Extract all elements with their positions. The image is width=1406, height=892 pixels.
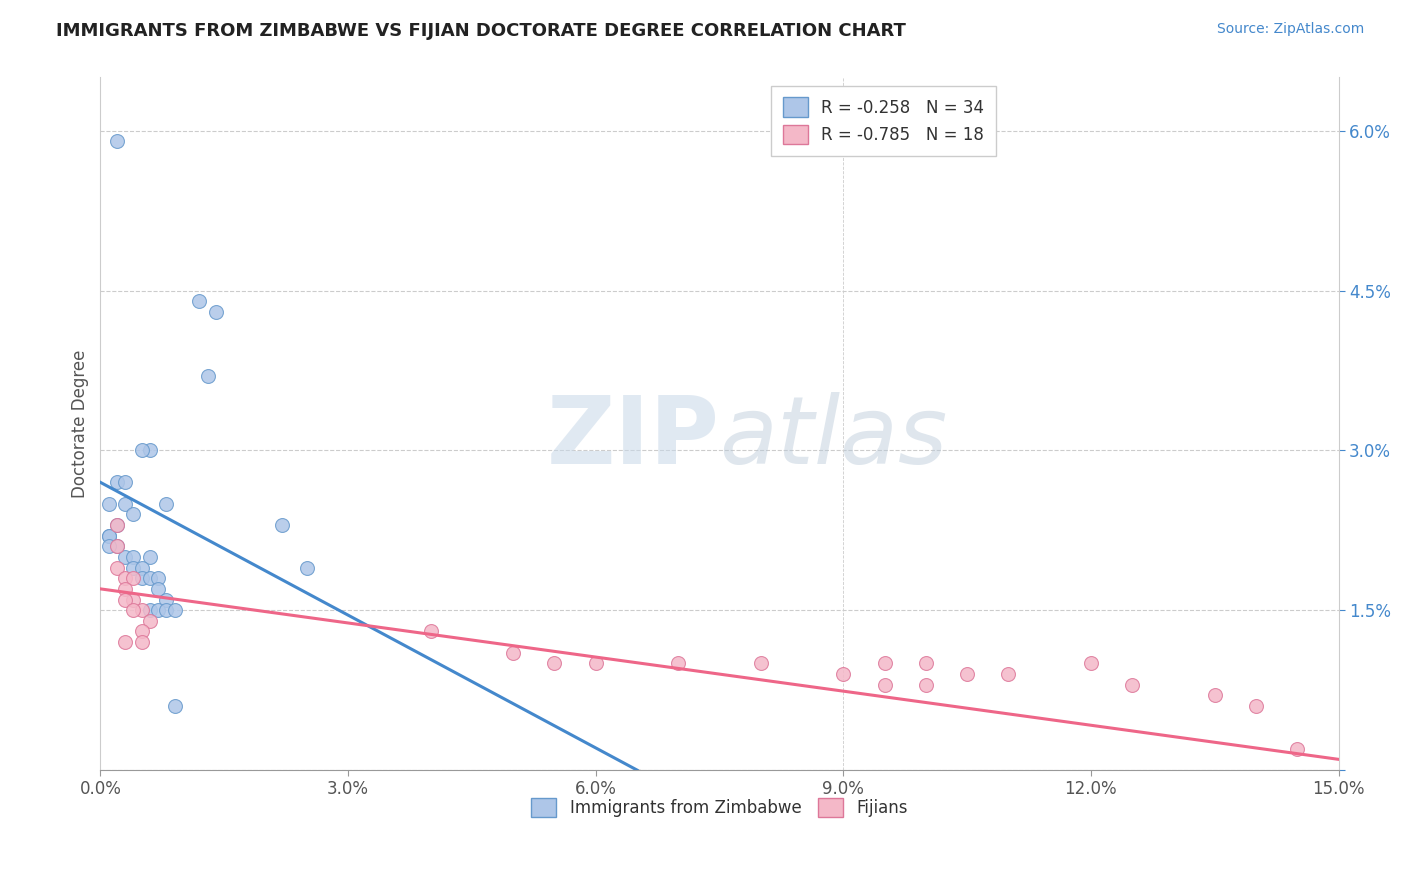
Point [188,294,211,309]
Point [139,443,162,458]
Point [114,582,136,596]
Point [131,571,153,585]
Point [114,592,136,607]
Point [873,657,896,671]
Point [122,508,145,522]
Point [97,497,120,511]
Point [1080,657,1102,671]
Point [105,539,128,553]
Point [131,443,153,458]
Point [666,657,689,671]
Point [155,592,177,607]
Point [114,635,136,649]
Point [131,635,153,649]
Point [105,539,128,553]
Text: Source: ZipAtlas.com: Source: ZipAtlas.com [1216,22,1364,37]
Text: IMMIGRANTS FROM ZIMBABWE VS FIJIAN DOCTORATE DEGREE CORRELATION CHART: IMMIGRANTS FROM ZIMBABWE VS FIJIAN DOCTO… [56,22,905,40]
Y-axis label: Doctorate Degree: Doctorate Degree [72,350,89,498]
Legend: Immigrants from Zimbabwe, Fijians: Immigrants from Zimbabwe, Fijians [524,791,914,824]
Point [139,549,162,564]
Point [105,560,128,574]
Point [114,571,136,585]
Point [956,667,979,681]
Text: ZIP: ZIP [547,392,720,483]
Point [122,592,145,607]
Point [122,549,145,564]
Point [873,678,896,692]
Point [271,517,294,532]
Point [997,667,1019,681]
Point [502,646,524,660]
Point [131,603,153,617]
Point [122,571,145,585]
Point [1204,689,1226,703]
Point [114,475,136,490]
Point [122,603,145,617]
Point [749,657,772,671]
Point [197,368,219,383]
Point [131,624,153,639]
Point [97,528,120,542]
Point [1244,699,1267,714]
Point [295,560,318,574]
Point [114,549,136,564]
Point [139,614,162,628]
Point [146,582,169,596]
Point [97,539,120,553]
Point [131,560,153,574]
Point [105,517,128,532]
Point [105,517,128,532]
Point [419,624,441,639]
Point [832,667,855,681]
Point [1286,741,1309,756]
Point [163,603,186,617]
Point [139,571,162,585]
Point [163,699,186,714]
Point [105,475,128,490]
Point [543,657,565,671]
Point [205,305,228,319]
Point [122,560,145,574]
Point [139,603,162,617]
Point [146,603,169,617]
Point [155,603,177,617]
Point [914,657,936,671]
Point [585,657,607,671]
Point [1121,678,1143,692]
Point [105,134,128,148]
Point [146,571,169,585]
Point [155,497,177,511]
Text: atlas: atlas [720,392,948,483]
Point [914,678,936,692]
Point [114,497,136,511]
Point [97,528,120,542]
